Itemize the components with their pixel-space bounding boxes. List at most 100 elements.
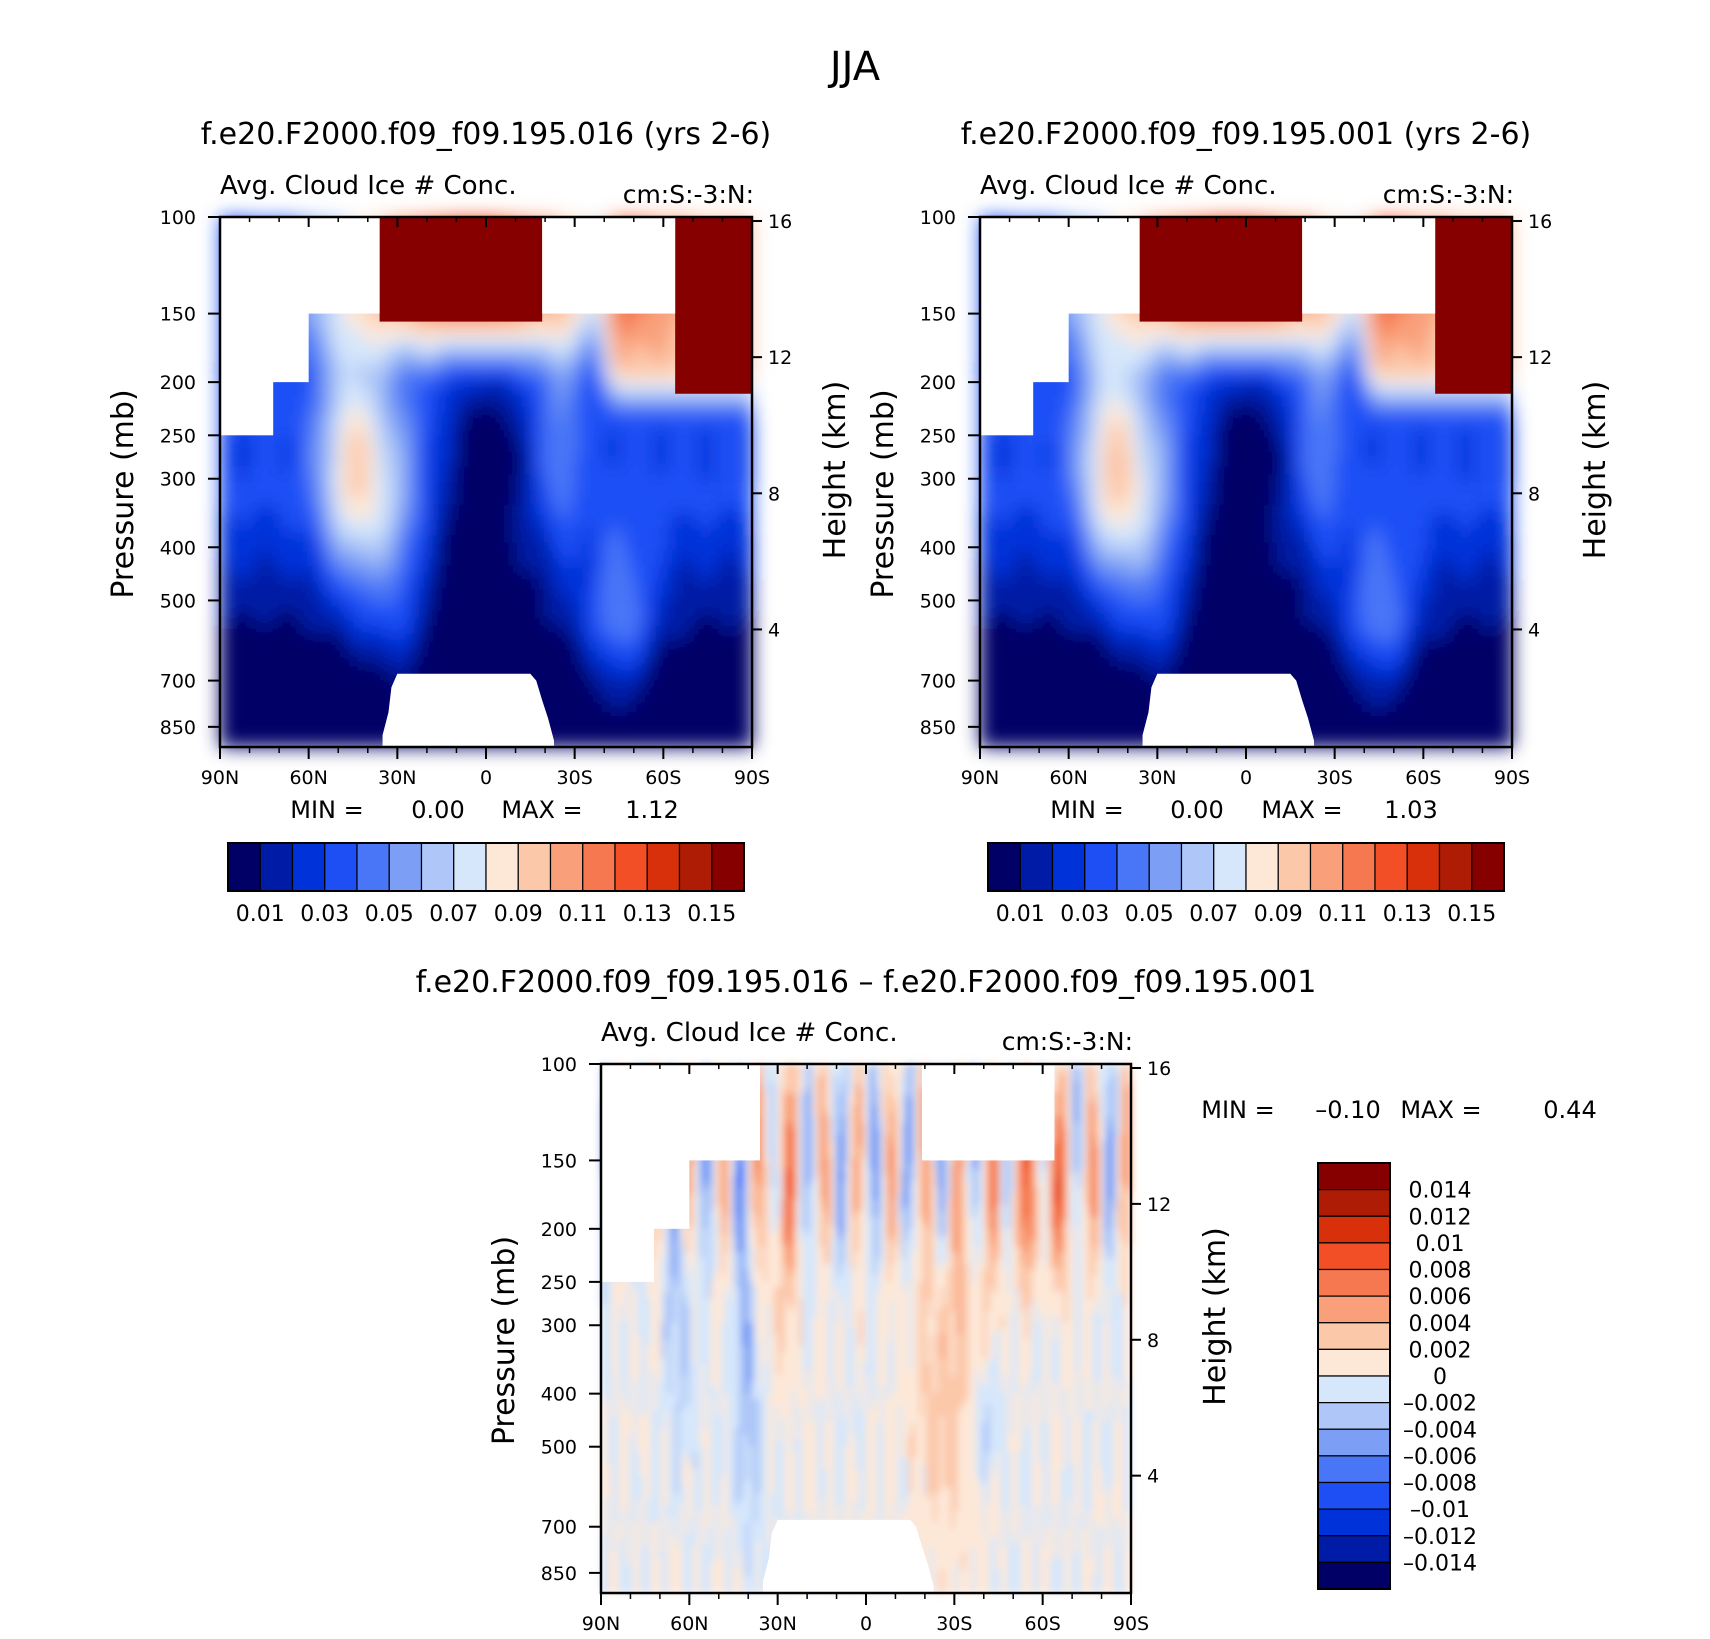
field-cell: [486, 383, 492, 392]
field-cell: [632, 451, 638, 460]
field-cell: [384, 512, 390, 521]
page-title: JJA: [0, 44, 1710, 90]
field-cell: [321, 451, 327, 460]
field-cell: [423, 345, 429, 354]
field-cell: [508, 330, 514, 339]
field-cell: [619, 360, 625, 370]
field-cell: [667, 383, 673, 392]
field-cell: [667, 345, 673, 354]
field-cell: [508, 497, 514, 506]
field-cell: [707, 429, 713, 438]
field-cell: [720, 504, 726, 513]
field-cell: [619, 512, 625, 521]
field-cell: [259, 504, 265, 513]
field-cell: [548, 482, 554, 491]
field-cell: [534, 459, 540, 468]
field-cell: [552, 436, 558, 445]
field-cell: [548, 398, 554, 407]
field-cell: [561, 391, 567, 400]
field-cell: [534, 512, 540, 521]
field-cell: [570, 519, 576, 529]
field-cell: [632, 421, 638, 430]
field-cell: [428, 519, 434, 529]
field-cell: [441, 489, 447, 498]
field-cell: [406, 353, 412, 362]
field-cell: [605, 360, 611, 370]
field-cell: [574, 323, 580, 332]
field-cell: [366, 413, 372, 423]
field-cell: [583, 436, 589, 445]
field-cell: [428, 474, 434, 483]
field-cell: [450, 391, 456, 400]
field-cell: [499, 444, 505, 453]
field-cell: [654, 436, 660, 445]
field-cell: [565, 323, 571, 332]
field-cell: [610, 398, 616, 407]
field-cell: [406, 330, 412, 339]
field-cell: [716, 413, 722, 423]
field-cell: [401, 459, 407, 468]
field-cell: [477, 474, 483, 483]
field-cell: [450, 436, 456, 445]
field-cell: [645, 315, 651, 324]
field-cell: [636, 406, 642, 415]
field-cell: [525, 398, 531, 407]
field-cell: [468, 406, 474, 415]
field-cell: [348, 489, 354, 498]
field-cell: [663, 376, 669, 385]
field-cell: [321, 482, 327, 491]
field-cell: [339, 360, 345, 370]
field-cell: [583, 406, 589, 415]
field-cell: [423, 421, 429, 430]
field-cell: [330, 444, 336, 453]
field-cell: [441, 444, 447, 453]
field-cell: [366, 353, 372, 362]
field-cell: [601, 512, 607, 521]
field-cell: [299, 459, 305, 468]
field-cell: [295, 466, 301, 476]
field-cell: [251, 527, 257, 536]
field-cell: [681, 413, 687, 423]
field-cell: [663, 398, 669, 407]
field-cell: [361, 323, 367, 332]
field-cell: [703, 398, 709, 407]
field-cell: [627, 323, 633, 332]
field-cell: [290, 406, 296, 415]
field-cell: [251, 444, 257, 453]
field-cell: [357, 512, 363, 521]
field-cell: [570, 338, 576, 347]
field-cell: [384, 489, 390, 498]
field-cell: [619, 413, 625, 423]
field-cell: [388, 330, 394, 339]
field-cell: [268, 489, 274, 498]
field-cell: [361, 444, 367, 453]
field-cell: [370, 527, 376, 536]
field-cell: [308, 497, 314, 506]
field-cell: [366, 444, 372, 453]
field-cell: [596, 444, 602, 453]
field-cell: [255, 436, 261, 445]
field-cell: [406, 444, 412, 453]
field-cell: [428, 345, 434, 354]
field-cell: [517, 376, 523, 385]
field-cell: [299, 489, 305, 498]
field-cell: [694, 497, 700, 506]
field-cell: [685, 489, 691, 498]
field-cell: [632, 482, 638, 491]
field-cell: [636, 489, 642, 498]
field-cell: [716, 474, 722, 483]
field-cell: [472, 376, 478, 385]
field-cell: [508, 383, 514, 392]
field-cell: [335, 421, 341, 430]
field-cell: [357, 459, 363, 468]
field-cell: [716, 436, 722, 445]
field-cell: [282, 466, 288, 476]
field-cell: [472, 489, 478, 498]
field-cell: [490, 413, 496, 423]
field-cell: [313, 429, 319, 438]
field-cell: [636, 504, 642, 513]
field-cell: [366, 315, 372, 324]
field-cell: [667, 444, 673, 453]
field-cell: [450, 527, 456, 536]
field-cell: [534, 391, 540, 400]
